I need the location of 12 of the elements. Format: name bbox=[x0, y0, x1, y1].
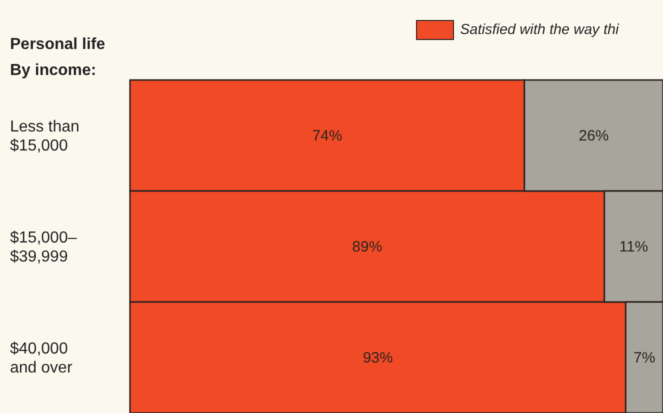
y-tick-label: $40,000 and over bbox=[10, 340, 73, 376]
y-tick-label: Less than $15,000 bbox=[10, 118, 80, 154]
legend-label: Satisfied with the way thi bbox=[460, 22, 619, 38]
data-label: 7% bbox=[634, 350, 656, 366]
text: By income: bbox=[10, 62, 96, 80]
data-label: 26% bbox=[578, 128, 609, 144]
y-tick-label: $15,000– $39,999 bbox=[10, 230, 77, 266]
data-label: 74% bbox=[312, 128, 342, 144]
data-label: 89% bbox=[352, 238, 382, 256]
data-label: 11% bbox=[619, 238, 648, 256]
text: Personal life bbox=[10, 36, 106, 54]
data-label: 93% bbox=[362, 350, 393, 366]
